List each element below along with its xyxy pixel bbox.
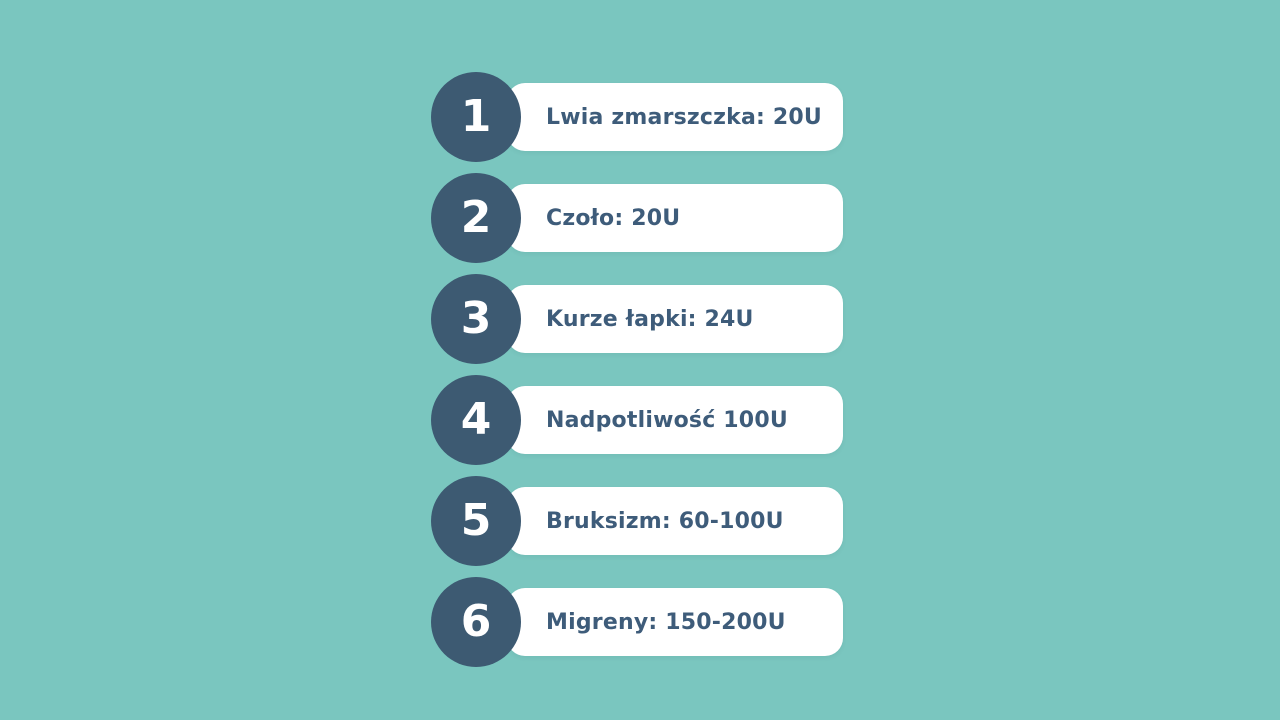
item-pill: Czoło: 20U: [507, 184, 843, 252]
item-pill: Migreny: 150-200U: [507, 588, 843, 656]
item-number: 5: [460, 495, 492, 546]
item-number: 3: [460, 293, 492, 344]
list-item: Kurze łapki: 24U 3: [431, 274, 843, 364]
item-label: Bruksizm: 60-100U: [546, 508, 784, 534]
item-label: Lwia zmarszczka: 20U: [546, 104, 822, 130]
item-number: 6: [460, 596, 492, 647]
item-label: Migreny: 150-200U: [546, 609, 786, 635]
item-label: Czoło: 20U: [546, 205, 681, 231]
item-pill: Bruksizm: 60-100U: [507, 487, 843, 555]
item-pill: Nadpotliwość 100U: [507, 386, 843, 454]
list-item: Migreny: 150-200U 6: [431, 577, 843, 667]
dosage-list: Lwia zmarszczka: 20U 1 Czoło: 20U 2 Kurz…: [431, 72, 843, 667]
item-label: Nadpotliwość 100U: [546, 407, 788, 433]
item-number-badge: 2: [431, 173, 521, 263]
list-item: Nadpotliwość 100U 4: [431, 375, 843, 465]
item-number: 1: [460, 91, 492, 142]
list-item: Bruksizm: 60-100U 5: [431, 476, 843, 566]
item-pill: Kurze łapki: 24U: [507, 285, 843, 353]
item-number: 4: [460, 394, 492, 445]
item-number-badge: 3: [431, 274, 521, 364]
item-pill: Lwia zmarszczka: 20U: [507, 83, 843, 151]
item-number-badge: 4: [431, 375, 521, 465]
item-number-badge: 1: [431, 72, 521, 162]
list-item: Czoło: 20U 2: [431, 173, 843, 263]
item-number: 2: [460, 192, 492, 243]
item-number-badge: 6: [431, 577, 521, 667]
item-number-badge: 5: [431, 476, 521, 566]
list-item: Lwia zmarszczka: 20U 1: [431, 72, 843, 162]
item-label: Kurze łapki: 24U: [546, 306, 754, 332]
